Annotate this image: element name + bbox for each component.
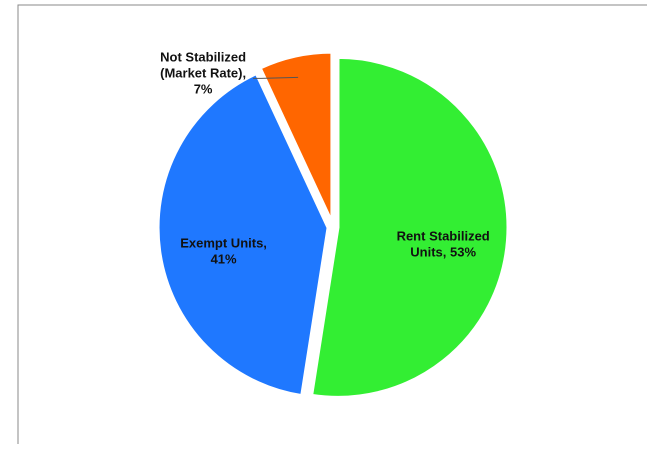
leader-line bbox=[253, 76, 299, 79]
data-label: Exempt Units, 41% bbox=[180, 236, 267, 267]
pie-slice bbox=[156, 71, 330, 398]
pie-slice bbox=[258, 50, 334, 223]
chart-frame bbox=[17, 4, 647, 444]
pie-slice bbox=[309, 55, 510, 399]
data-label: Rent Stabilized Units, 53% bbox=[397, 229, 490, 260]
data-label: Not Stabilized (Market Rate), 7% bbox=[160, 50, 246, 97]
